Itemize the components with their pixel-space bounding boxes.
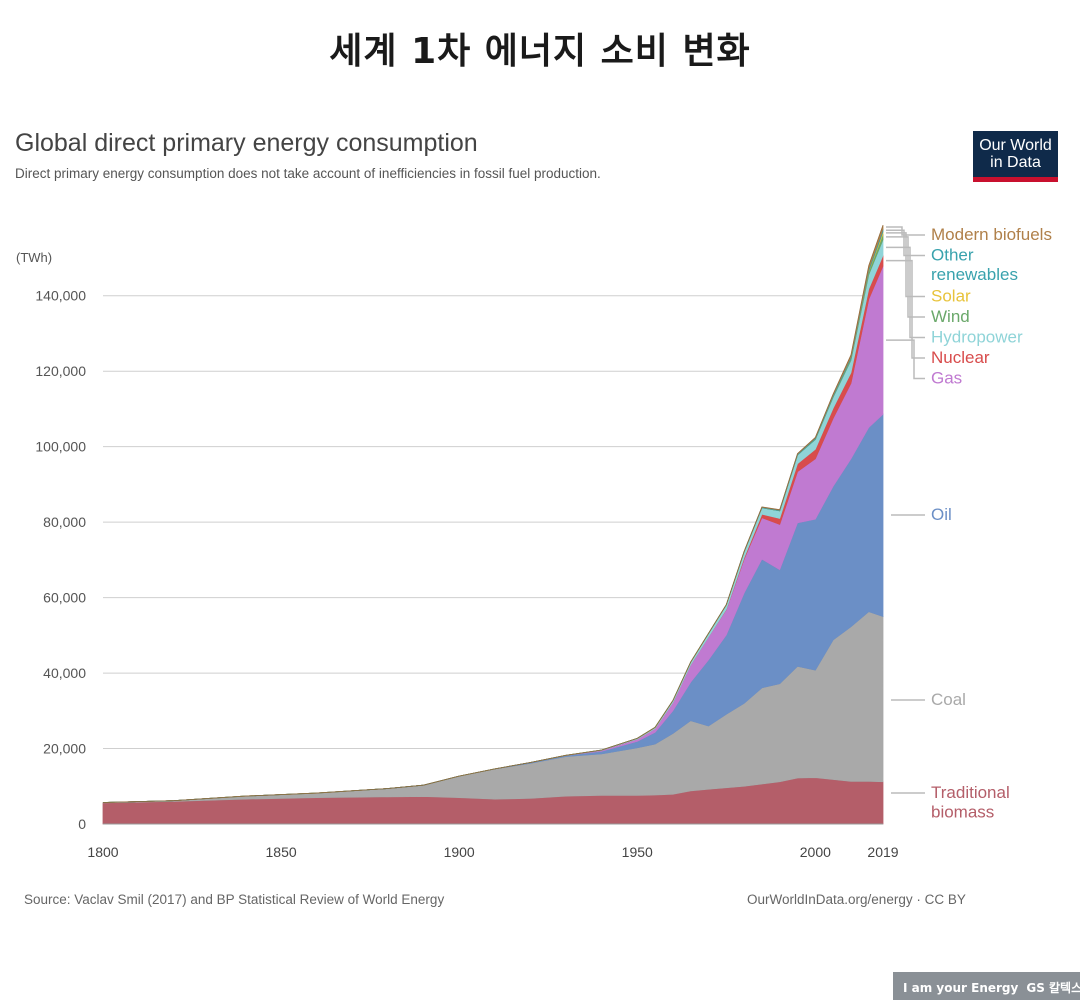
x-tick-label: 1950 [622, 844, 653, 860]
y-tick-label: 40,000 [43, 665, 86, 681]
legend-leader-hydropower [886, 246, 925, 339]
logo-line-1: Our World [979, 137, 1052, 154]
x-tick-label: 1800 [87, 844, 118, 860]
legend-label-modern_biofuels: Modern biofuels [931, 225, 1052, 244]
page-title: 세계 1차 에너지 소비 변화 [329, 31, 751, 72]
legend-label-wind: Wind [931, 307, 970, 326]
x-tick-label: 1850 [266, 844, 297, 860]
legend-label-biomass: Traditional [931, 783, 1010, 802]
legend-label-hydropower: Hydropower [931, 328, 1023, 347]
legend-leader-wind [886, 236, 925, 318]
legend-leader-solar [886, 232, 925, 298]
our-world-in-data-logo[interactable]: Our World in Data [973, 131, 1058, 182]
y-tick-label: 60,000 [43, 590, 86, 606]
legend-leader-nuclear [886, 259, 925, 359]
logo-accent-bar [973, 177, 1058, 182]
energy-area-chart: 0 20,000 40,000 60,000 80,000 100,000 120,000 1… [16, 225, 1052, 860]
logo-line-2: in Data [990, 154, 1041, 171]
area-modern_biofuels [102, 225, 884, 803]
legend-label-nuclear: Nuclear [931, 348, 990, 367]
x-tick-label: 2019 [867, 844, 898, 860]
chart-title: Global direct primary energy consumption [15, 129, 478, 157]
y-axis-label: (TWh) [16, 250, 52, 265]
brand-tagline: I am your Energy [903, 981, 1019, 995]
brand-badge: I am your Energy GS 칼텍스 [893, 972, 1080, 1000]
x-tick-label: 2000 [800, 844, 831, 860]
y-tick-label: 20,000 [43, 741, 86, 757]
legend-label-coal: Coal [931, 690, 966, 709]
legend-label-other_renewables: Other [931, 246, 974, 265]
legend-label-biomass: biomass [931, 803, 994, 822]
y-tick-label: 100,000 [35, 439, 86, 455]
y-tick-label: 140,000 [35, 288, 86, 304]
source-url[interactable]: OurWorldInData.org/energy · CC BY [747, 892, 966, 907]
y-tick-label: 80,000 [43, 514, 86, 530]
area-edge-modern_biofuels [102, 225, 884, 803]
brand-name: GS 칼텍스 [1026, 981, 1080, 995]
legend-label-gas: Gas [931, 369, 962, 388]
legend-leader-other_renewables [886, 229, 925, 257]
legend-label-oil: Oil [931, 505, 952, 524]
legend-label-solar: Solar [931, 287, 971, 306]
source-note: Source: Vaclav Smil (2017) and BP Statis… [24, 892, 445, 907]
legend-leader-gas [886, 339, 925, 380]
y-tick-label: 120,000 [35, 363, 86, 379]
legend-leader-modern_biofuels [886, 226, 925, 236]
y-tick-label: 0 [78, 816, 86, 832]
x-tick-label: 1900 [444, 844, 475, 860]
chart-subtitle: Direct primary energy consumption does n… [15, 166, 601, 181]
legend-label-other_renewables: renewables [931, 265, 1018, 284]
